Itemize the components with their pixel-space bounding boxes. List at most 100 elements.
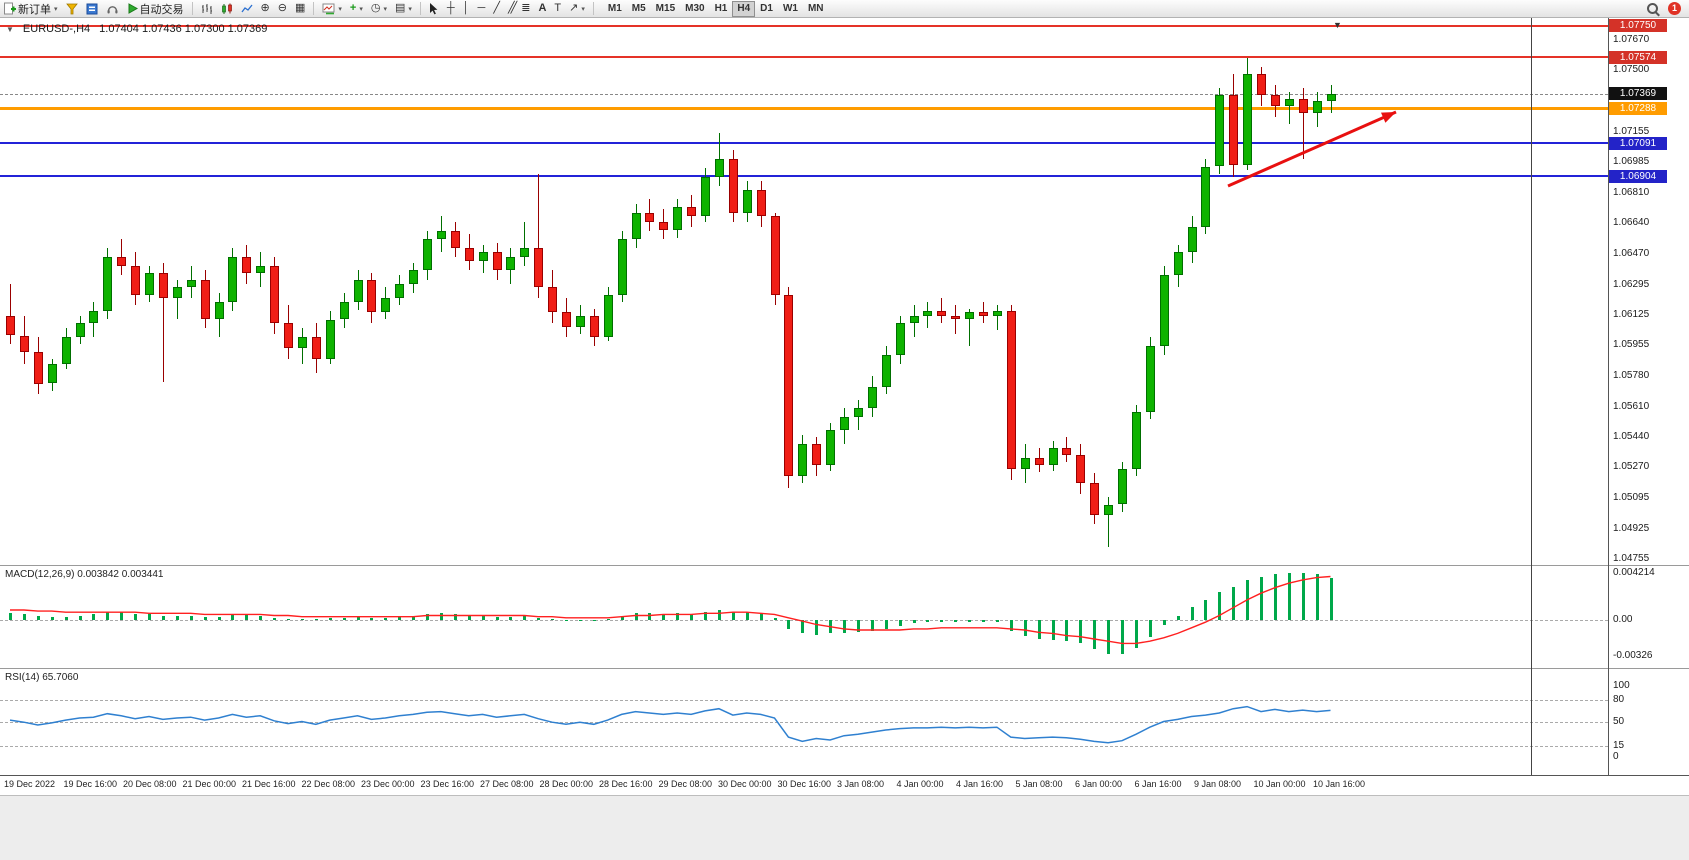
autotrading-button[interactable]: 自动交易 <box>124 1 187 16</box>
chart-overlay <box>9 110 1397 744</box>
candle-body <box>853 408 863 418</box>
rsi-axis-label: 80 <box>1613 694 1625 706</box>
fibonacci-button[interactable]: ≣ <box>518 1 533 16</box>
ohlc-values: 1.07404 1.07436 1.07300 1.07369 <box>99 23 268 35</box>
time-axis-label: 10 Jan 00:00 <box>1253 779 1306 789</box>
main-toolbar: 新订单 ▾ 自动交易 ⊕ ⊖ ▦ ▾ <box>0 0 1689 18</box>
timeframe-button-m30[interactable]: M30 <box>685 2 705 14</box>
timeframe-button-h1[interactable]: H1 <box>714 2 728 14</box>
text-button[interactable]: A <box>535 1 549 16</box>
templates-button[interactable]: ▤ ▾ <box>392 1 415 16</box>
timeframe-button-m15[interactable]: M15 <box>655 2 676 14</box>
candle-body <box>297 337 307 348</box>
macd-histogram-bar <box>801 620 805 634</box>
timeframe-button-h4[interactable]: H4 <box>732 0 756 17</box>
candle-body <box>186 280 196 288</box>
chart-shift-marker[interactable]: ▼ <box>1333 20 1342 30</box>
toolbar-separator <box>592 2 594 15</box>
text-icon: A <box>538 2 547 14</box>
price-axis-label: 1.05270 <box>1613 461 1650 473</box>
zoom-out-button[interactable]: ⊖ <box>275 1 290 16</box>
cursor-button[interactable] <box>426 1 442 16</box>
candle-body <box>47 363 57 384</box>
cursor-icon <box>429 2 438 14</box>
notification-badge[interactable]: 1 <box>1668 2 1681 15</box>
macd-histogram-bar <box>161 615 165 620</box>
horizontal-level-line[interactable] <box>0 175 1608 178</box>
search-icon[interactable] <box>1647 3 1658 14</box>
chart-menu-icon[interactable]: ▼ <box>6 24 14 34</box>
macd-histogram-bar <box>676 613 680 620</box>
vertical-line-object[interactable] <box>1531 17 1532 775</box>
trendline-icon: ╱ <box>493 2 500 14</box>
candle-body <box>1020 458 1030 469</box>
chart-window[interactable]: ▼ EURUSD-,H4 1.07404 1.07436 1.07300 1.0… <box>0 17 1689 796</box>
time-axis-label: 28 Dec 00:00 <box>539 779 594 789</box>
timeframe-button-w1[interactable]: W1 <box>782 2 798 14</box>
channel-button[interactable]: ╱╱ <box>505 1 517 16</box>
chart-line-button[interactable] <box>238 1 256 16</box>
candle-body <box>770 216 780 295</box>
support-button[interactable] <box>103 1 122 16</box>
macd-histogram-bar <box>1148 620 1152 637</box>
vertical-line-button[interactable]: │ <box>460 1 473 16</box>
add-indicator-button[interactable]: + ▾ <box>347 1 366 16</box>
macd-histogram-bar <box>648 613 652 620</box>
template-icon: ▤ <box>394 2 406 14</box>
candle-body <box>1312 100 1322 114</box>
horizontal-level-line[interactable] <box>0 56 1608 59</box>
indicator-window-button[interactable]: ▾ <box>319 1 345 16</box>
chart-bars-button[interactable] <box>198 1 216 16</box>
autotrading-label: 自动交易 <box>139 3 184 16</box>
candle-body <box>701 177 710 217</box>
candle-body <box>158 273 168 299</box>
timeframe-button-m5[interactable]: M5 <box>631 2 646 14</box>
candle-body <box>1298 98 1308 113</box>
candle-body <box>589 315 599 338</box>
macd-histogram-bar <box>328 617 332 620</box>
arrows-button[interactable]: ↗ ▾ <box>566 1 588 16</box>
horizontal-level-line[interactable] <box>0 106 1608 110</box>
macd-histogram-bar <box>370 617 374 620</box>
zoom-in-button[interactable]: ⊕ <box>258 1 273 16</box>
macd-histogram-bar <box>1301 573 1305 620</box>
chevron-down-icon: ▾ <box>581 5 585 13</box>
tile-windows-button[interactable]: ▦ <box>292 1 308 16</box>
macd-histogram-bar <box>829 620 833 634</box>
candle-body <box>812 444 822 466</box>
horizontal-level-line[interactable] <box>0 142 1608 145</box>
toolbar-separator <box>191 2 193 15</box>
horizontal-level-line[interactable] <box>0 24 1608 27</box>
macd-histogram-bar <box>398 616 402 620</box>
chart-title: ▼ EURUSD-,H4 1.07404 1.07436 1.07300 1.0… <box>6 23 267 35</box>
candle-body <box>325 319 335 359</box>
timeframe-button-mn[interactable]: MN <box>807 2 824 14</box>
trendline-button[interactable]: ╱ <box>490 1 503 16</box>
time-axis-label: 4 Jan 00:00 <box>896 779 944 789</box>
macd-splitter[interactable] <box>0 565 1689 566</box>
macd-histogram-bar <box>120 612 124 620</box>
depth-of-market-button[interactable] <box>83 1 101 16</box>
price-level-tag: 1.07288 <box>1609 101 1667 115</box>
horizontal-line-button[interactable]: ─ <box>475 1 489 16</box>
macd-histogram-bar <box>912 620 916 624</box>
rsi-splitter[interactable] <box>0 668 1689 669</box>
chevron-down-icon: ▾ <box>383 5 387 13</box>
time-axis[interactable]: 19 Dec 2022 19 Dec 16:00 20 Dec 08:00 21 De… <box>0 776 1689 795</box>
chart-candles-button[interactable] <box>218 1 236 16</box>
toolbar-separator <box>313 2 315 15</box>
crosshair-button[interactable]: ┼ <box>444 1 458 16</box>
macd-histogram-bar <box>1107 620 1111 654</box>
timeframe-button-d1[interactable]: D1 <box>760 2 773 14</box>
periods-dropdown-button[interactable]: ◷ ▾ <box>368 1 390 16</box>
macd-histogram-bar <box>314 618 318 620</box>
rsi-level-line-50 <box>0 721 1608 723</box>
history-center-button[interactable] <box>63 1 81 16</box>
candle-body <box>492 251 502 270</box>
text-label-button[interactable]: T <box>551 1 564 16</box>
zoom-out-icon: ⊖ <box>277 2 287 14</box>
new-order-button[interactable]: 新订单 ▾ <box>0 1 61 16</box>
candle-wick <box>983 301 984 324</box>
timeframe-button-m1[interactable]: M1 <box>607 2 622 14</box>
candle-body <box>784 294 794 477</box>
